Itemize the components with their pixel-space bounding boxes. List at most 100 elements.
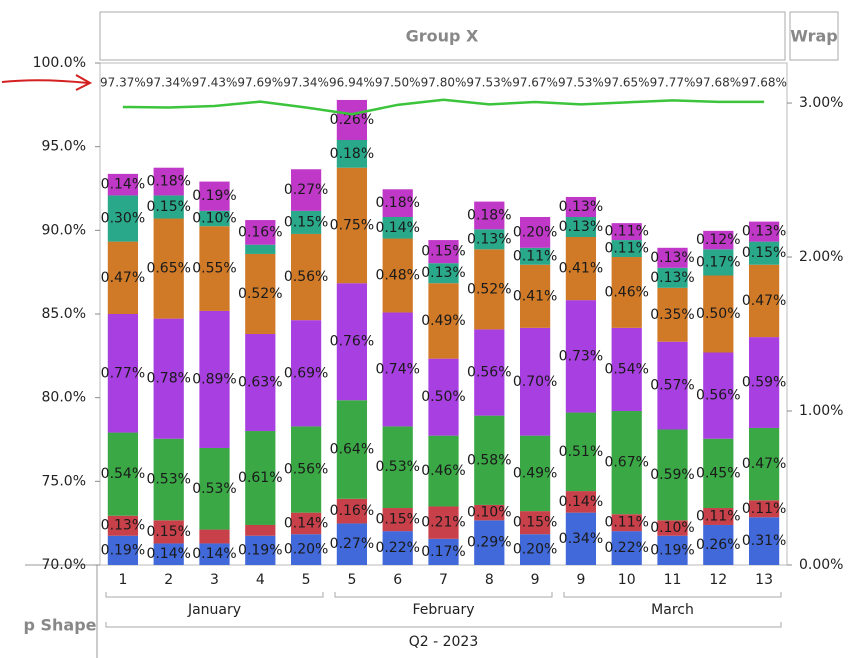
segment-label: 0.15% <box>146 524 190 540</box>
y2-tick-label: 2.00% <box>799 249 843 265</box>
bar-segment <box>657 247 688 268</box>
bar-segment <box>428 240 459 264</box>
segment-label: 0.56% <box>696 388 740 404</box>
bar-segment <box>153 438 184 521</box>
bar-segment <box>199 529 230 544</box>
bar-segment <box>474 329 505 416</box>
bar-segment <box>703 352 734 439</box>
segment-label: 0.14% <box>284 515 328 531</box>
segment-label: 0.20% <box>513 224 557 240</box>
segment-label: 0.48% <box>375 268 419 284</box>
segment-label: 0.15% <box>742 245 786 261</box>
bar-segment <box>199 181 230 211</box>
segment-label: 0.15% <box>146 199 190 215</box>
segment-label: 0.56% <box>467 365 511 381</box>
y-tick-label: 90.0% <box>42 222 86 238</box>
y-tick-label: 95.0% <box>42 139 86 155</box>
x-tick-label: 6 <box>393 572 402 588</box>
segment-label: 0.89% <box>192 371 236 387</box>
bar-segment <box>245 535 276 565</box>
segment-label: 0.56% <box>284 462 328 478</box>
bar-segment <box>474 201 505 230</box>
bar-segment <box>290 210 322 234</box>
segment-label: 0.65% <box>146 261 190 277</box>
bar-segment <box>611 223 642 241</box>
segment-label: 0.75% <box>330 217 374 233</box>
segment-label: 0.30% <box>101 211 145 227</box>
bar-segment <box>382 426 413 509</box>
bar-segment <box>199 226 230 311</box>
segment-label: 0.17% <box>696 254 740 270</box>
x-tick-label: 13 <box>755 572 773 588</box>
bar-segment <box>519 247 551 265</box>
segment-label: 0.11% <box>742 501 786 517</box>
segment-label: 0.19% <box>650 542 694 558</box>
bar-segment <box>748 517 780 565</box>
segment-label: 0.58% <box>467 452 511 468</box>
bar-segment <box>474 229 505 250</box>
bar-segment <box>336 523 368 565</box>
bar-segment <box>703 249 734 276</box>
segment-label: 0.13% <box>742 224 786 240</box>
line-value-label: 97.65% <box>604 76 650 90</box>
segment-label: 0.27% <box>284 182 328 198</box>
bar-segment <box>519 327 551 436</box>
segment-label: 0.29% <box>467 535 511 551</box>
super-group-label: Q2 - 2023 <box>409 634 479 650</box>
bar-segment <box>428 263 459 284</box>
bar-segment <box>565 491 597 513</box>
bar-segment <box>107 535 139 565</box>
bar-segment <box>748 221 780 242</box>
annotation-arrow <box>1 74 93 91</box>
x-tick-label: 4 <box>256 572 265 588</box>
bar-segment <box>336 99 368 140</box>
bar-segment <box>428 506 459 539</box>
segment-label: 0.15% <box>513 515 557 531</box>
bar-segment <box>703 438 734 509</box>
bar-segment <box>657 520 688 536</box>
segment-label: 0.74% <box>375 361 419 377</box>
segment-label: 0.13% <box>467 231 511 247</box>
bar-segment <box>199 447 230 530</box>
bar-segment <box>336 498 368 524</box>
line-value-label: 97.50% <box>375 76 421 90</box>
segment-label: 0.49% <box>513 465 557 481</box>
segment-label: 0.18% <box>375 195 419 211</box>
segment-label: 0.63% <box>238 375 282 391</box>
segment-label: 0.26% <box>696 537 740 553</box>
x-tick-label: 1 <box>118 572 127 588</box>
segment-label: 0.27% <box>330 536 374 552</box>
segment-label: 0.73% <box>559 348 603 364</box>
bar-segment <box>703 275 734 353</box>
segment-label: 0.15% <box>421 244 465 260</box>
bar-segment <box>153 218 184 319</box>
line-value-label: 97.53% <box>466 76 512 90</box>
y-tick-label: 100.0% <box>33 55 86 71</box>
segment-label: 0.59% <box>650 467 694 483</box>
bar-segment <box>153 318 184 439</box>
line-value-label: 97.80% <box>421 76 467 90</box>
group-bracket <box>563 592 782 598</box>
bar-segment <box>565 216 597 238</box>
segment-label: 0.57% <box>650 378 694 394</box>
bar-segment <box>657 535 688 565</box>
segment-label: 0.11% <box>513 248 557 264</box>
y-group-label: p Shape <box>23 616 96 635</box>
x-tick-label: 2 <box>164 572 173 588</box>
bar-segment <box>153 543 184 565</box>
bar-segment <box>336 167 368 284</box>
bar-segment <box>245 253 276 335</box>
header-box <box>99 11 786 61</box>
bar-segment <box>428 538 459 565</box>
bar-segment <box>611 411 642 515</box>
bar-segment <box>245 244 276 254</box>
x-tick-label: 5 <box>347 572 356 588</box>
y-tick-label: 85.0% <box>42 306 86 322</box>
y2-tick-label: 3.00% <box>799 95 843 111</box>
segment-label: 0.18% <box>467 207 511 223</box>
bar-segment <box>748 264 780 338</box>
segment-label: 0.13% <box>559 219 603 235</box>
bar-segment <box>657 341 688 430</box>
segment-label: 0.54% <box>101 466 145 482</box>
